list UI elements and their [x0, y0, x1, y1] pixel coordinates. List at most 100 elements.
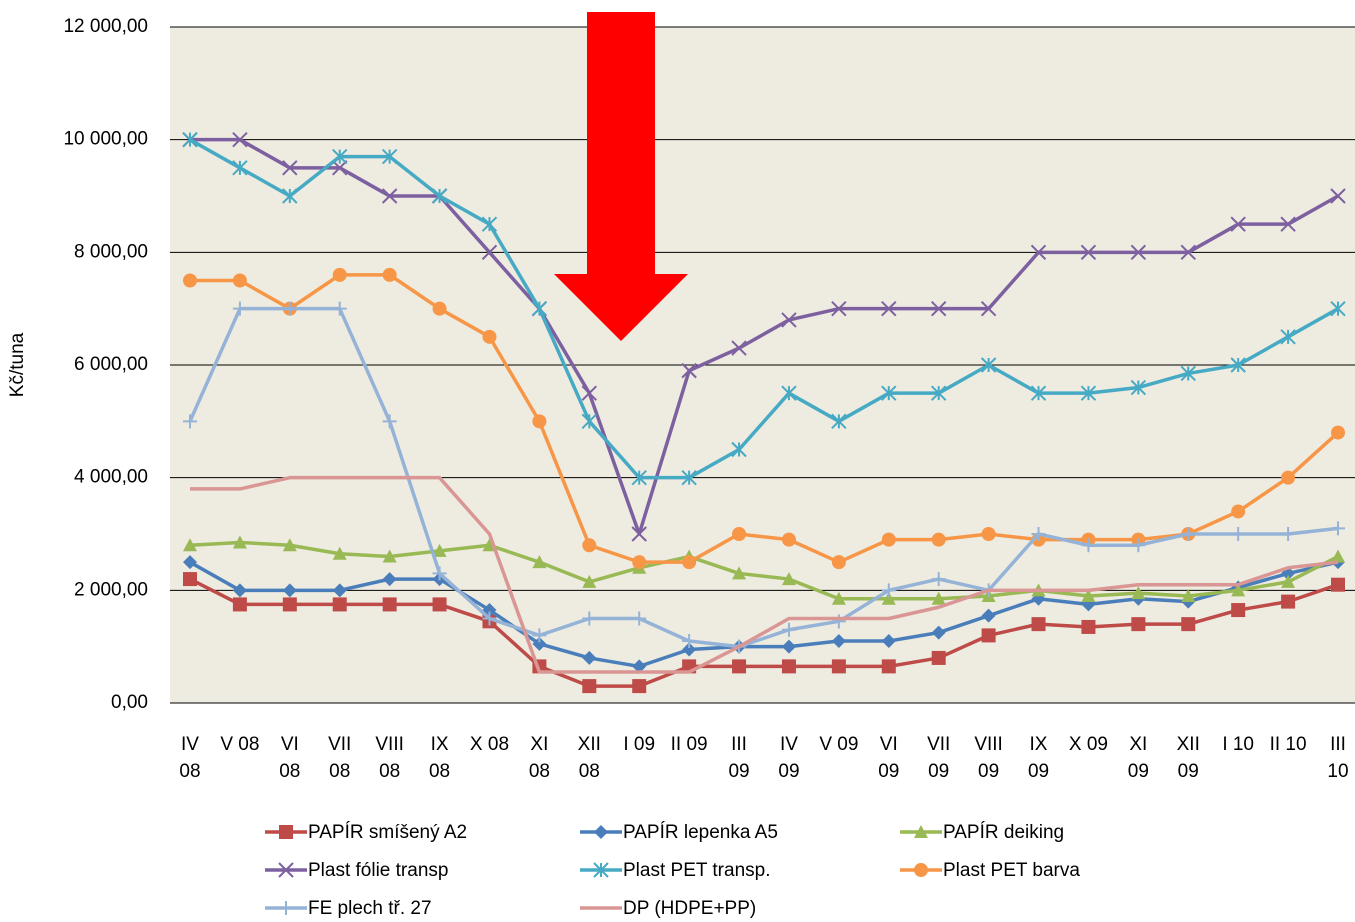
series-line — [189, 577, 1339, 688]
marker — [732, 527, 747, 541]
marker — [881, 659, 896, 674]
marker — [531, 300, 548, 317]
marker — [881, 532, 896, 547]
marker — [581, 385, 598, 401]
marker — [632, 679, 647, 694]
marker — [183, 572, 197, 587]
marker — [631, 469, 647, 486]
marker — [183, 538, 197, 552]
marker — [831, 659, 846, 674]
marker — [1180, 365, 1196, 382]
marker — [183, 273, 197, 288]
marker — [182, 131, 198, 148]
y-tick-label: 0,00 — [111, 692, 148, 713]
marker — [981, 628, 996, 643]
marker — [481, 216, 498, 232]
x-tick-label: XI 08 — [528, 734, 550, 782]
marker — [381, 188, 398, 204]
y-tick-label: 10 000,00 — [63, 129, 148, 150]
marker — [931, 650, 946, 665]
marker — [582, 538, 597, 553]
marker — [632, 555, 647, 570]
x-tick-label: III 10 — [1327, 734, 1349, 782]
x-tick-label: X 08 — [469, 734, 510, 755]
marker — [914, 863, 928, 877]
marker — [582, 574, 597, 588]
marker — [831, 591, 846, 605]
x-tick-label: II 09 — [670, 734, 708, 755]
marker — [382, 414, 397, 429]
marker — [881, 583, 896, 598]
marker — [1281, 527, 1296, 541]
marker — [682, 642, 697, 657]
y-tick-label: 8 000,00 — [74, 241, 148, 262]
marker — [930, 300, 947, 317]
marker — [278, 862, 294, 878]
marker — [282, 597, 297, 612]
marker — [1231, 583, 1246, 597]
marker — [1230, 216, 1246, 232]
marker — [1081, 588, 1096, 602]
marker — [981, 608, 996, 623]
marker — [232, 273, 247, 288]
marker — [431, 188, 448, 204]
marker — [682, 555, 697, 570]
marker — [1131, 586, 1146, 600]
marker — [732, 566, 747, 580]
marker — [831, 413, 847, 430]
marker — [1181, 617, 1196, 632]
marker — [532, 414, 547, 429]
marker — [183, 414, 197, 429]
x-tick-label: V 08 — [220, 734, 260, 755]
marker — [1230, 357, 1246, 373]
marker — [931, 532, 946, 547]
marker — [1180, 244, 1196, 261]
series-line — [190, 137, 1339, 536]
marker — [930, 385, 947, 401]
marker — [831, 634, 846, 649]
marker — [232, 301, 247, 316]
marker — [781, 572, 796, 586]
marker — [781, 622, 796, 637]
x-tick-label: VI 09 — [878, 734, 900, 782]
marker — [232, 583, 247, 598]
series-line — [190, 273, 1340, 564]
series-line — [190, 475, 1339, 674]
x-tick-label: V 09 — [819, 734, 859, 755]
marker — [332, 267, 347, 282]
marker — [731, 441, 747, 458]
legend-marker — [914, 863, 928, 877]
legend-marker — [278, 862, 294, 878]
marker — [332, 583, 347, 598]
marker — [1181, 527, 1196, 541]
marker — [682, 634, 697, 649]
marker — [282, 188, 298, 204]
marker — [1231, 603, 1246, 618]
marker — [382, 572, 397, 587]
marker — [432, 597, 447, 612]
marker — [980, 357, 997, 373]
marker — [279, 901, 293, 915]
legend-label: Plast PET barva — [943, 860, 1080, 881]
y-tick-label: 6 000,00 — [74, 354, 148, 375]
marker — [980, 300, 997, 317]
marker — [1181, 588, 1196, 602]
y-tick-label: 2 000,00 — [74, 579, 148, 600]
marker — [781, 659, 796, 674]
marker — [382, 597, 397, 612]
marker — [332, 148, 348, 165]
marker — [593, 862, 609, 878]
marker — [781, 312, 797, 328]
marker — [632, 611, 647, 626]
marker — [981, 527, 996, 541]
x-tick-label: X 09 — [1068, 734, 1108, 755]
marker — [731, 340, 747, 356]
marker — [1330, 300, 1346, 317]
x-tick-label: VII 09 — [927, 734, 951, 782]
marker — [232, 597, 247, 612]
x-tick-label: IV 08 — [179, 734, 201, 782]
red-arrow — [554, 12, 688, 341]
marker — [1030, 385, 1047, 401]
marker — [732, 659, 747, 674]
